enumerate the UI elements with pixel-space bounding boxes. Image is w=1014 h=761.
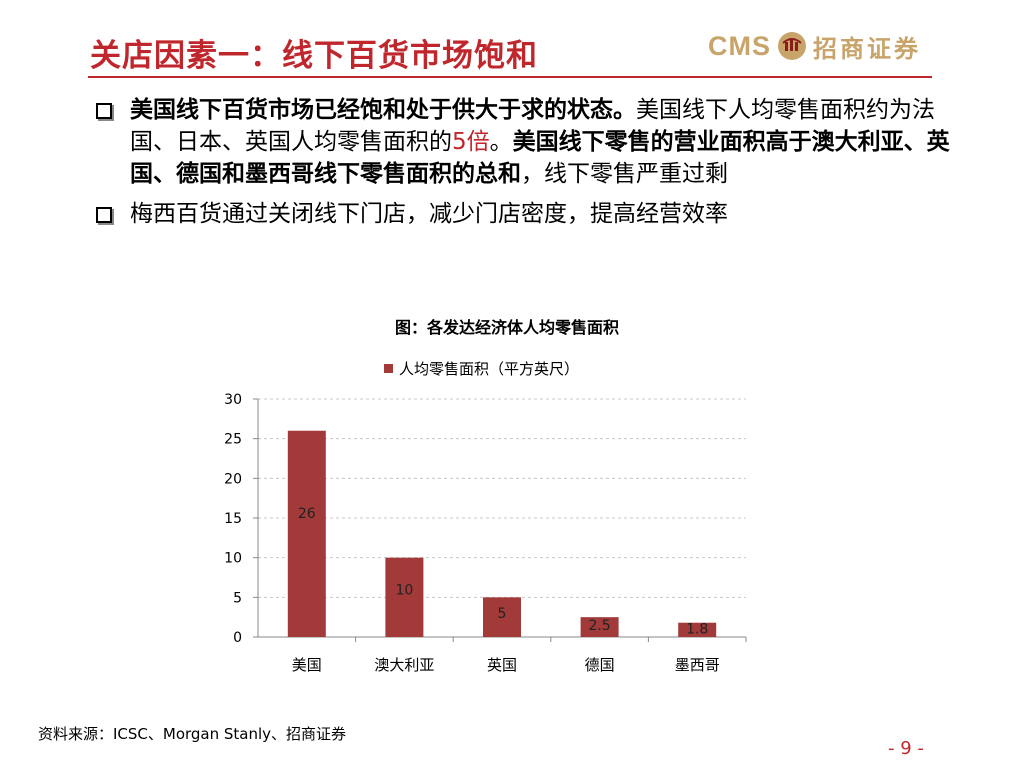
page-number: - 9 - bbox=[888, 738, 924, 759]
logo-emblem-icon bbox=[778, 32, 806, 60]
bullet-text-segment: 美国线下百货市场已经饱和处于供大于求的状态。 bbox=[130, 97, 636, 123]
data-label: 26 bbox=[298, 506, 316, 522]
bullet-list: 美国线下百货市场已经饱和处于供大于求的状态。美国线下人均零售面积约为法国、日本、… bbox=[92, 94, 952, 230]
x-tick-label: 美国 bbox=[292, 656, 322, 674]
chart-legend: 人均零售面积（平方英尺） bbox=[384, 358, 579, 379]
chart-title: 图：各发达经济体人均零售面积 bbox=[394, 318, 619, 337]
bar bbox=[385, 557, 424, 637]
bullet-item: 美国线下百货市场已经饱和处于供大于求的状态。美国线下人均零售面积约为法国、日本、… bbox=[92, 94, 952, 190]
y-tick-label: 20 bbox=[224, 471, 242, 487]
data-label: 1.8 bbox=[686, 621, 708, 637]
data-label: 5 bbox=[498, 606, 507, 622]
data-label: 10 bbox=[395, 582, 413, 598]
legend-label: 人均零售面积（平方英尺） bbox=[399, 360, 580, 378]
y-tick-label: 5 bbox=[233, 590, 242, 606]
x-tick-label: 澳大利亚 bbox=[374, 656, 434, 674]
y-tick-label: 25 bbox=[224, 432, 242, 448]
bar bbox=[678, 622, 717, 637]
bullet-text-segment: 。 bbox=[489, 129, 513, 155]
bar bbox=[483, 597, 521, 637]
bullet-text-segment: ，线下零售严重过剩 bbox=[521, 161, 728, 187]
x-tick-label: 德国 bbox=[585, 656, 615, 674]
title-divider bbox=[88, 76, 932, 78]
slide-title: 关店因素一：线下百货市场饱和 bbox=[90, 38, 538, 74]
data-label: 2.5 bbox=[588, 618, 610, 634]
y-tick-label: 30 bbox=[224, 392, 242, 408]
y-tick-label: 0 bbox=[233, 630, 242, 646]
checkbox-bullet-icon bbox=[96, 207, 112, 223]
bullet-text-segment: 美国线下零售的营业面积高于澳大利亚、英国、德国和墨西哥线下零售面积的总和 bbox=[130, 129, 950, 187]
bullet-text-segment: 梅西百货通过关闭线下门店，减少门店密度，提高经营效率 bbox=[130, 201, 728, 227]
legend-swatch bbox=[384, 364, 393, 373]
bullet-text-segment: 美国线下人均零售面积约为法国、日本、英国人均零售面积的 bbox=[130, 97, 935, 155]
checkbox-bullet-icon bbox=[96, 103, 112, 119]
x-tick-label: 墨西哥 bbox=[675, 656, 720, 674]
bar bbox=[580, 617, 619, 637]
y-tick-label: 15 bbox=[224, 511, 242, 527]
logo-text: CMS bbox=[708, 30, 771, 61]
bullet-highlight: 5倍 bbox=[452, 129, 490, 155]
y-tick-label: 10 bbox=[224, 551, 242, 567]
bar bbox=[287, 430, 326, 637]
bullet-item: 梅西百货通过关闭线下门店，减少门店密度，提高经营效率 bbox=[92, 198, 952, 230]
logo-cn-text: 招商证券 bbox=[813, 33, 921, 63]
source-note: 资料来源：ICSC、Morgan Stanly、招商证券 bbox=[38, 725, 347, 743]
cms-logo: CMS 招商证券 bbox=[708, 28, 921, 64]
x-tick-label: 英国 bbox=[487, 656, 517, 674]
